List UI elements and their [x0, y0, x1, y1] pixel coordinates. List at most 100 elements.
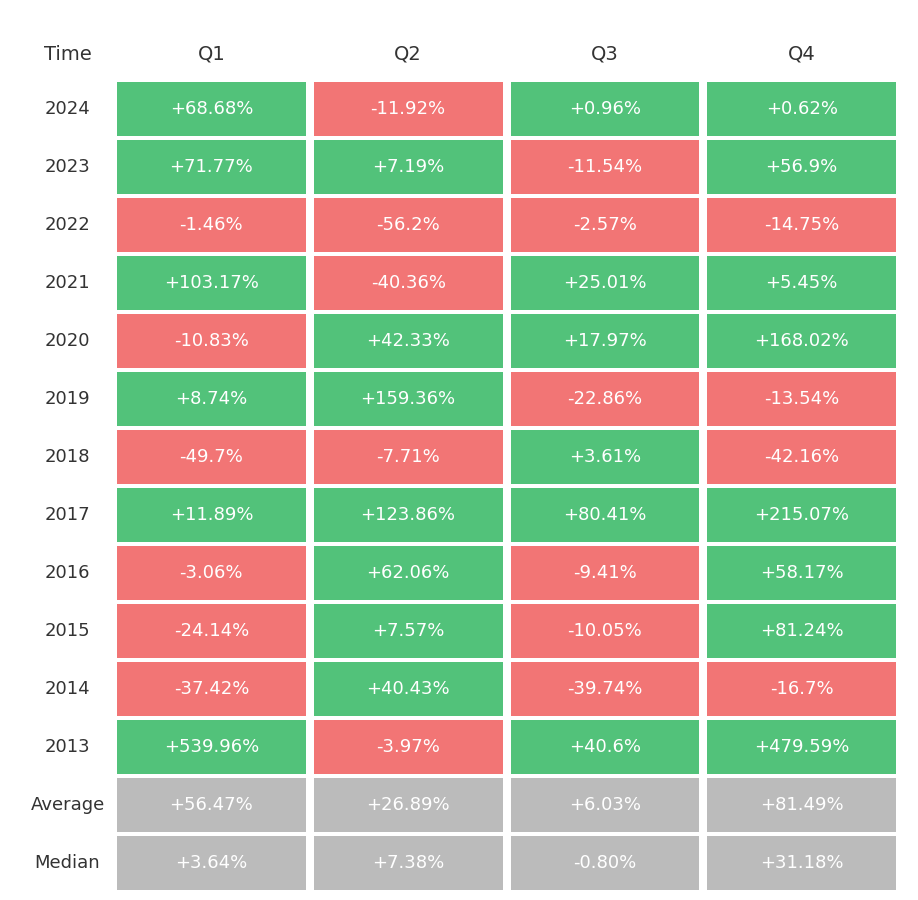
FancyBboxPatch shape — [707, 256, 896, 310]
FancyBboxPatch shape — [510, 198, 700, 252]
Text: +103.17%: +103.17% — [164, 274, 259, 292]
FancyBboxPatch shape — [707, 140, 896, 194]
Text: +71.77%: +71.77% — [170, 158, 253, 176]
FancyBboxPatch shape — [117, 256, 306, 310]
Text: Q2: Q2 — [394, 44, 422, 64]
Text: +42.33%: +42.33% — [366, 332, 450, 350]
FancyBboxPatch shape — [117, 314, 306, 368]
Text: 2024: 2024 — [45, 100, 90, 118]
FancyBboxPatch shape — [510, 488, 700, 542]
Text: +7.38%: +7.38% — [372, 854, 444, 872]
FancyBboxPatch shape — [510, 430, 700, 484]
Text: -10.05%: -10.05% — [567, 622, 643, 640]
Text: Average: Average — [30, 796, 105, 814]
Text: +159.36%: +159.36% — [361, 390, 455, 408]
FancyBboxPatch shape — [510, 372, 700, 426]
FancyBboxPatch shape — [314, 778, 502, 832]
FancyBboxPatch shape — [707, 662, 896, 716]
Text: -1.46%: -1.46% — [180, 216, 243, 234]
Text: -49.7%: -49.7% — [179, 448, 243, 466]
Text: +0.62%: +0.62% — [766, 100, 837, 118]
FancyBboxPatch shape — [510, 778, 700, 832]
FancyBboxPatch shape — [314, 604, 502, 658]
FancyBboxPatch shape — [510, 546, 700, 600]
FancyBboxPatch shape — [314, 836, 502, 890]
Text: -2.57%: -2.57% — [573, 216, 637, 234]
Text: 2017: 2017 — [45, 506, 90, 524]
FancyBboxPatch shape — [314, 140, 502, 194]
FancyBboxPatch shape — [707, 720, 896, 774]
Text: -37.42%: -37.42% — [174, 680, 249, 698]
FancyBboxPatch shape — [117, 198, 306, 252]
Text: +123.86%: +123.86% — [361, 506, 455, 524]
FancyBboxPatch shape — [707, 836, 896, 890]
FancyBboxPatch shape — [314, 256, 502, 310]
FancyBboxPatch shape — [707, 430, 896, 484]
FancyBboxPatch shape — [314, 546, 502, 600]
FancyBboxPatch shape — [117, 778, 306, 832]
Text: +215.07%: +215.07% — [754, 506, 849, 524]
Text: 2014: 2014 — [45, 680, 90, 698]
Text: +80.41%: +80.41% — [563, 506, 646, 524]
FancyBboxPatch shape — [117, 430, 306, 484]
FancyBboxPatch shape — [314, 488, 502, 542]
FancyBboxPatch shape — [510, 82, 700, 136]
FancyBboxPatch shape — [510, 256, 700, 310]
Text: -24.14%: -24.14% — [174, 622, 249, 640]
Text: +58.17%: +58.17% — [760, 564, 844, 582]
Text: Q3: Q3 — [591, 44, 619, 64]
Text: +17.97%: +17.97% — [563, 332, 647, 350]
Text: -22.86%: -22.86% — [567, 390, 643, 408]
Text: -14.75%: -14.75% — [764, 216, 839, 234]
FancyBboxPatch shape — [314, 82, 502, 136]
Text: +168.02%: +168.02% — [755, 332, 849, 350]
Text: -56.2%: -56.2% — [376, 216, 440, 234]
Text: Q1: Q1 — [197, 44, 225, 64]
FancyBboxPatch shape — [314, 430, 502, 484]
Text: 2018: 2018 — [45, 448, 90, 466]
Text: 2020: 2020 — [45, 332, 90, 350]
Text: +40.6%: +40.6% — [569, 738, 641, 756]
Text: +0.96%: +0.96% — [569, 100, 641, 118]
FancyBboxPatch shape — [510, 720, 700, 774]
FancyBboxPatch shape — [117, 372, 306, 426]
Text: -10.83%: -10.83% — [174, 332, 249, 350]
Text: 2015: 2015 — [45, 622, 90, 640]
FancyBboxPatch shape — [117, 662, 306, 716]
Text: +26.89%: +26.89% — [366, 796, 450, 814]
Text: +56.9%: +56.9% — [766, 158, 838, 176]
Text: 2019: 2019 — [45, 390, 90, 408]
Text: -40.36%: -40.36% — [371, 274, 445, 292]
Text: +81.49%: +81.49% — [760, 796, 844, 814]
FancyBboxPatch shape — [117, 546, 306, 600]
Text: Time: Time — [44, 44, 92, 64]
Text: +3.64%: +3.64% — [175, 854, 248, 872]
Text: -7.71%: -7.71% — [376, 448, 440, 466]
FancyBboxPatch shape — [510, 140, 700, 194]
FancyBboxPatch shape — [707, 546, 896, 600]
Text: +479.59%: +479.59% — [754, 738, 849, 756]
Text: -9.41%: -9.41% — [573, 564, 637, 582]
FancyBboxPatch shape — [117, 720, 306, 774]
Text: +8.74%: +8.74% — [175, 390, 248, 408]
Text: +7.57%: +7.57% — [372, 622, 444, 640]
Text: -11.92%: -11.92% — [371, 100, 445, 118]
Text: -39.74%: -39.74% — [567, 680, 643, 698]
FancyBboxPatch shape — [314, 314, 502, 368]
FancyBboxPatch shape — [707, 372, 896, 426]
Text: +40.43%: +40.43% — [366, 680, 450, 698]
FancyBboxPatch shape — [117, 604, 306, 658]
FancyBboxPatch shape — [510, 662, 700, 716]
FancyBboxPatch shape — [510, 314, 700, 368]
Text: -3.06%: -3.06% — [180, 564, 243, 582]
Text: +5.45%: +5.45% — [766, 274, 838, 292]
FancyBboxPatch shape — [707, 82, 896, 136]
FancyBboxPatch shape — [707, 604, 896, 658]
Text: +81.24%: +81.24% — [760, 622, 844, 640]
Text: +31.18%: +31.18% — [760, 854, 844, 872]
FancyBboxPatch shape — [314, 720, 502, 774]
Text: -0.80%: -0.80% — [573, 854, 636, 872]
FancyBboxPatch shape — [314, 372, 502, 426]
FancyBboxPatch shape — [117, 836, 306, 890]
FancyBboxPatch shape — [707, 314, 896, 368]
